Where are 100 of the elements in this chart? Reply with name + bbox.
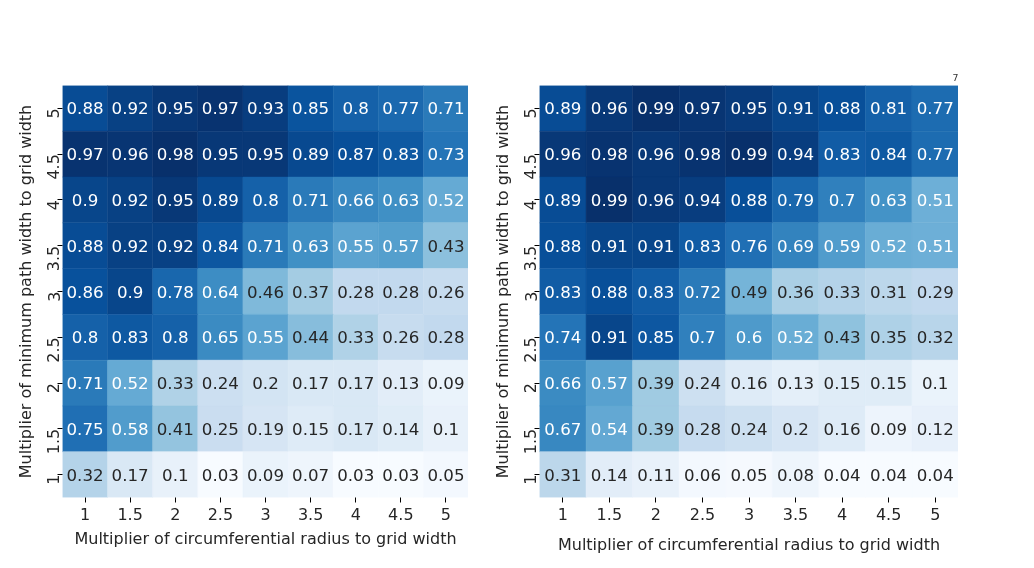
data-label: 0.13 [382, 374, 420, 394]
data-label: 0.77 [382, 99, 420, 119]
data-label: 0.59 [823, 236, 861, 256]
data-label: 0.75 [66, 419, 104, 439]
data-label: 0.41 [156, 419, 194, 439]
data-label: 0.83 [637, 282, 675, 302]
data-label: 0.64 [201, 282, 239, 302]
data-label: 0.66 [337, 190, 375, 210]
data-label: 0.28 [683, 419, 721, 439]
data-label: 0.09 [427, 374, 465, 394]
data-label: 0.88 [66, 99, 104, 119]
y-tick-label: 1.5 [521, 428, 541, 455]
x-tick-label: 3.5 [297, 504, 324, 524]
x-tick-label: 1 [557, 504, 568, 524]
data-label: 0.33 [337, 328, 375, 348]
data-label: 0.1 [432, 419, 460, 439]
data-label: 0.91 [637, 236, 675, 256]
data-label: 0.84 [201, 236, 239, 256]
x-tick-label: 2 [170, 504, 181, 524]
data-label: 0.86 [66, 282, 104, 302]
data-label: 0.25 [201, 419, 239, 439]
data-label: 0.9 [71, 190, 99, 210]
y-tick-label: 3.5 [44, 245, 64, 272]
data-label: 0.31 [870, 282, 908, 302]
data-label: 0.24 [201, 374, 239, 394]
data-label: 0.95 [246, 145, 285, 165]
x-tick-label: 3 [743, 504, 755, 524]
y-tick-label: 4 [44, 199, 64, 211]
data-label: 0.89 [544, 99, 582, 119]
data-label: 0.09 [246, 465, 285, 485]
data-label: 0.57 [382, 236, 420, 256]
x-tick-label: 5 [440, 504, 452, 524]
data-label: 0.92 [111, 190, 149, 210]
data-label: 0.8 [342, 99, 369, 119]
y-tick-label: 3.5 [521, 245, 541, 272]
data-label: 0.05 [730, 465, 768, 485]
data-label: 0.51 [916, 236, 954, 256]
data-label: 0.19 [246, 419, 285, 439]
data-label: 0.04 [823, 465, 861, 485]
data-label: 0.92 [111, 236, 149, 256]
data-label: 0.8 [71, 328, 99, 348]
data-label: 0.76 [730, 236, 768, 256]
data-label: 0.84 [870, 145, 908, 165]
x-tick-label: 2.5 [689, 504, 716, 524]
data-label: 0.04 [870, 465, 908, 485]
data-label: 0.44 [292, 328, 330, 348]
data-label: 0.67 [544, 419, 582, 439]
data-label: 0.39 [637, 419, 675, 439]
x-tick-label: 2 [650, 504, 661, 524]
data-label: 0.39 [637, 374, 675, 394]
data-label: 0.6 [735, 328, 763, 348]
data-label: 0.17 [337, 374, 375, 394]
data-label: 0.91 [590, 328, 628, 348]
x-tick-label: 2.5 [207, 504, 234, 524]
data-label: 0.07 [292, 465, 330, 485]
data-label: 0.24 [730, 419, 768, 439]
data-label: 0.36 [777, 282, 815, 302]
data-label: 0.32 [916, 328, 954, 348]
data-label: 0.92 [111, 99, 149, 119]
data-label: 0.77 [916, 99, 954, 119]
data-label: 0.83 [823, 145, 861, 165]
data-label: 0.78 [156, 282, 194, 302]
x-tick-label: 3.5 [782, 504, 809, 524]
data-label: 0.89 [201, 190, 239, 210]
data-label: 0.99 [637, 99, 675, 119]
data-label: 0.04 [916, 465, 954, 485]
data-label: 0.71 [66, 374, 104, 394]
data-label: 0.99 [730, 145, 768, 165]
y-tick-label: 2.5 [44, 337, 64, 363]
y-tick-label: 2 [521, 383, 541, 394]
data-label: 0.05 [427, 465, 465, 485]
data-label: 0.17 [111, 465, 149, 485]
data-label: 0.83 [544, 282, 582, 302]
data-label: 0.46 [246, 282, 285, 302]
data-label: 0.97 [683, 99, 721, 119]
data-label: 0.14 [382, 419, 420, 439]
data-label: 0.95 [156, 99, 194, 119]
data-label: 0.98 [683, 145, 721, 165]
data-label: 0.49 [730, 282, 768, 302]
data-label: 0.96 [111, 145, 149, 165]
data-label: 0.95 [730, 99, 768, 119]
data-label: 0.96 [637, 190, 675, 210]
data-label: 0.03 [382, 465, 420, 485]
data-label: 0.69 [777, 236, 815, 256]
data-label: 0.63 [382, 190, 420, 210]
x-tick-label: 4.5 [388, 504, 414, 524]
y-tick-label: 2 [44, 383, 64, 394]
data-label: 0.33 [156, 374, 194, 394]
data-label: 0.15 [292, 419, 330, 439]
y-axis-title: Multiplier of minimum path width to grid width [492, 104, 512, 479]
data-label: 0.94 [683, 190, 721, 210]
data-label: 0.92 [156, 236, 194, 256]
y-tick-label: 1.5 [44, 428, 64, 455]
data-label: 0.98 [156, 145, 194, 165]
data-label: 0.93 [246, 99, 285, 119]
data-label: 0.52 [427, 190, 465, 210]
data-label: 0.88 [66, 236, 104, 256]
data-label: 0.91 [777, 99, 815, 119]
data-label: 0.1 [162, 465, 189, 485]
data-label: 0.98 [590, 145, 628, 165]
